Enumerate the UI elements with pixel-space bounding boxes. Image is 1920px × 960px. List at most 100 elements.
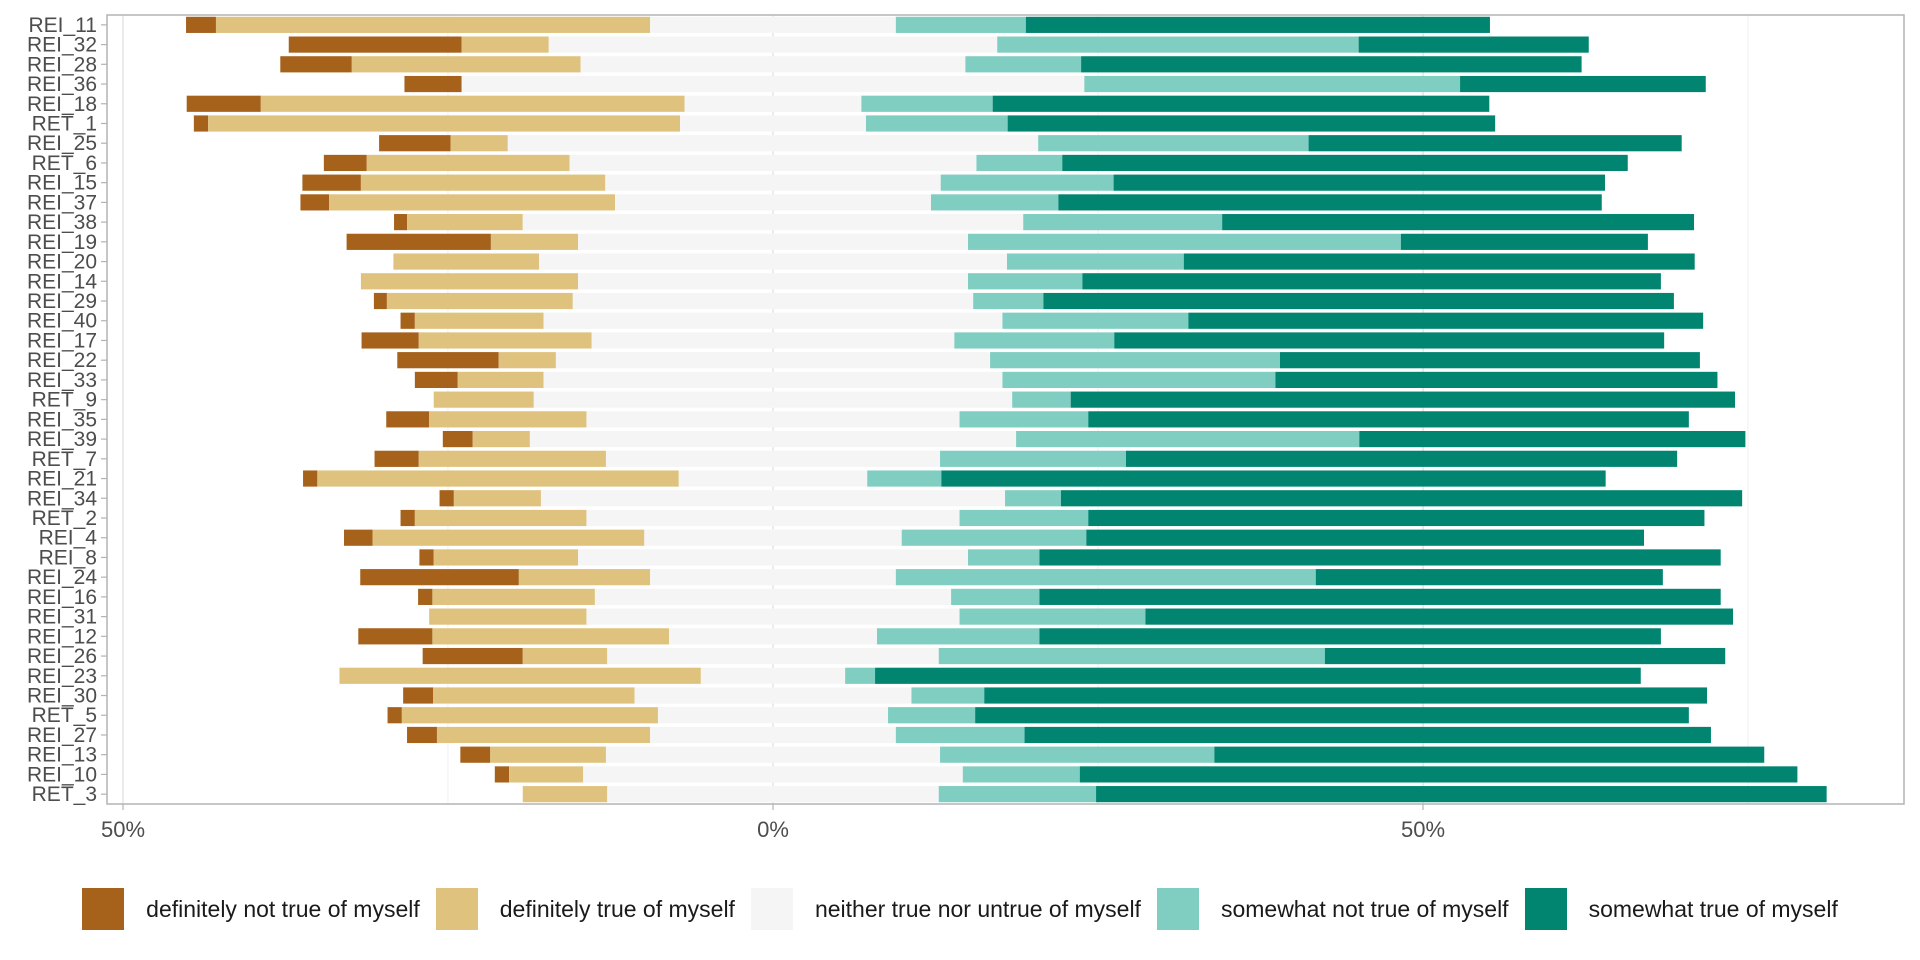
- bar-row: [403, 687, 1708, 704]
- y-tick-label: REI_25: [27, 132, 97, 155]
- legend-label: somewhat true of myself: [1588, 895, 1838, 922]
- bar-row: [339, 667, 1641, 684]
- bar-somewhat-not-true: [1012, 391, 1071, 408]
- bar-definitely-not-true: [386, 411, 430, 428]
- bar-neither: [586, 509, 960, 527]
- bar-definitely-true: [414, 312, 544, 329]
- bar-neither: [572, 292, 974, 310]
- bar-definitely-true: [518, 569, 651, 586]
- bar-somewhat-true: [1114, 332, 1665, 349]
- bar-definitely-true: [490, 746, 606, 763]
- bar-row: [522, 786, 1827, 803]
- bar-definitely-true: [433, 391, 534, 408]
- legend-label: definitely not true of myself: [146, 895, 420, 922]
- bar-definitely-true: [418, 332, 592, 349]
- bar-somewhat-not-true: [959, 411, 1089, 428]
- bar-definitely-not-true: [403, 687, 434, 704]
- bar-definitely-true: [522, 786, 608, 803]
- bar-row: [418, 588, 1721, 605]
- bar-definitely-not-true: [419, 549, 434, 566]
- bar-definitely-not-true: [460, 746, 491, 763]
- bar-definitely-not-true: [414, 371, 458, 388]
- bar-somewhat-true: [1222, 214, 1695, 231]
- bar-row: [186, 95, 1490, 112]
- bar-neither: [548, 36, 998, 53]
- y-tick-label: REI_13: [27, 744, 97, 767]
- bar-somewhat-not-true: [867, 470, 942, 487]
- bar-definitely-not-true: [400, 509, 415, 527]
- bar-neither: [669, 628, 877, 645]
- bar-somewhat-not-true: [911, 687, 985, 704]
- bar-somewhat-not-true: [1005, 490, 1061, 507]
- bar-somewhat-not-true: [888, 707, 976, 724]
- y-tick-label: REI_30: [27, 685, 97, 708]
- bar-neither: [586, 608, 960, 625]
- bar-definitely-true: [366, 154, 570, 172]
- bar-somewhat-not-true: [1016, 431, 1360, 448]
- bar-somewhat-true: [1125, 450, 1678, 467]
- bar-row: [186, 16, 1490, 33]
- bar-definitely-true: [498, 352, 556, 369]
- bar-definitely-not-true: [387, 707, 402, 724]
- legend-item-neither: neither true nor untrue of myself: [750, 888, 1141, 930]
- bar-definitely-not-true: [344, 529, 373, 546]
- bars: [186, 16, 1827, 803]
- bar-definitely-not-true: [346, 233, 491, 250]
- bar-somewhat-not-true: [877, 628, 1040, 645]
- bar-somewhat-not-true: [865, 115, 1008, 132]
- bar-somewhat-true: [1081, 56, 1582, 73]
- y-tick-label: RET_3: [32, 783, 97, 806]
- bar-somewhat-true: [1315, 569, 1663, 586]
- bar-somewhat-not-true: [895, 16, 1026, 33]
- bar-row: [288, 36, 1589, 53]
- bar-row: [361, 332, 1665, 349]
- y-tick-label: REI_36: [27, 73, 97, 96]
- bar-neither: [555, 352, 991, 369]
- bar-somewhat-true: [1043, 292, 1674, 310]
- bar-definitely-true: [418, 450, 606, 467]
- y-tick-label: REI_37: [27, 191, 97, 214]
- y-tick-label: REI_15: [27, 172, 97, 195]
- y-tick-label: REI_39: [27, 428, 97, 451]
- bar-somewhat-not-true: [940, 174, 1114, 191]
- y-tick-label: RET_9: [32, 389, 97, 412]
- bar-row: [379, 135, 1682, 152]
- bar-definitely-not-true: [300, 194, 330, 211]
- bar-neither: [580, 56, 966, 73]
- legend-swatch: [1524, 888, 1567, 930]
- bar-row: [358, 628, 1661, 645]
- bar-somewhat-not-true: [976, 154, 1063, 172]
- bar-neither: [678, 470, 868, 487]
- bar-row: [442, 431, 1746, 448]
- x-tick-label: 50%: [101, 817, 145, 842]
- bar-neither: [650, 16, 896, 33]
- bar-somewhat-not-true: [895, 569, 1316, 586]
- bar-neither: [533, 391, 1013, 408]
- y-tick-label: REI_19: [27, 231, 97, 254]
- legend-swatch: [750, 888, 793, 930]
- bar-definitely-true: [432, 588, 595, 605]
- bar-row: [439, 490, 1743, 507]
- bar-neither: [586, 411, 960, 428]
- y-tick-label: REI_28: [27, 53, 97, 76]
- bar-definitely-true: [453, 490, 541, 507]
- bar-row: [400, 509, 1705, 527]
- bar-neither: [680, 115, 866, 132]
- bar-neither: [615, 194, 931, 211]
- bar-definitely-true: [522, 647, 608, 665]
- y-tick-label: RET_5: [32, 704, 97, 727]
- y-tick-label: REI_38: [27, 211, 97, 234]
- bar-neither: [607, 647, 939, 665]
- y-tick-label: REI_21: [27, 468, 97, 491]
- y-tick-label: REI_22: [27, 349, 97, 372]
- y-tick-label: RET_6: [32, 152, 97, 175]
- bar-definitely-not-true: [439, 490, 454, 507]
- bar-definitely-not-true: [360, 569, 519, 586]
- y-tick-label: REI_31: [27, 606, 97, 629]
- bar-somewhat-true: [1280, 352, 1700, 369]
- bar-row: [429, 608, 1734, 625]
- bar-somewhat-not-true: [973, 292, 1044, 310]
- y-tick-label: RET_1: [32, 112, 97, 135]
- y-tick-label: REI_8: [39, 546, 97, 569]
- bar-definitely-not-true: [418, 588, 433, 605]
